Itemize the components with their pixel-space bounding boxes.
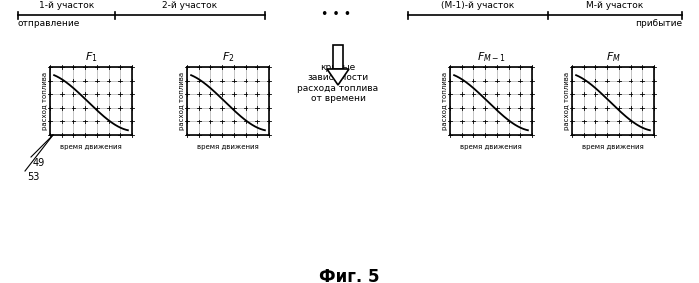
Text: $F_2$: $F_2$ xyxy=(222,50,234,64)
Text: М-й участок: М-й участок xyxy=(586,1,644,10)
Bar xyxy=(450,67,532,135)
Text: время движения: время движения xyxy=(197,144,259,150)
Text: $F_M$: $F_M$ xyxy=(605,50,621,64)
Text: $F_{M-1}$: $F_{M-1}$ xyxy=(477,50,505,64)
Text: 53: 53 xyxy=(27,172,39,182)
Text: $F_1$: $F_1$ xyxy=(85,50,97,64)
Text: время движения: время движения xyxy=(60,144,122,150)
Polygon shape xyxy=(327,69,349,85)
Text: расход топлива: расход топлива xyxy=(42,72,48,130)
Text: расход топлива: расход топлива xyxy=(179,72,185,130)
Text: 1-й участок: 1-й участок xyxy=(39,1,94,10)
Bar xyxy=(333,45,343,69)
Text: 2-й участок: 2-й участок xyxy=(162,1,217,10)
Text: 49: 49 xyxy=(33,158,45,168)
Bar xyxy=(50,67,132,135)
Text: расход топлива: расход топлива xyxy=(564,72,570,130)
Bar xyxy=(572,67,654,135)
Text: расход топлива: расход топлива xyxy=(442,72,448,130)
Text: Фиг. 5: Фиг. 5 xyxy=(319,268,380,283)
Text: (М-1)-й участок: (М-1)-й участок xyxy=(441,1,514,10)
Text: кривые
зависимости
расхода топлива
от времени: кривые зависимости расхода топлива от вр… xyxy=(298,63,379,103)
Text: • • •: • • • xyxy=(322,8,352,20)
Text: время движения: время движения xyxy=(460,144,522,150)
Text: отправление: отправление xyxy=(18,20,80,29)
Text: прибытие: прибытие xyxy=(635,20,682,29)
Bar xyxy=(187,67,269,135)
Text: время движения: время движения xyxy=(582,144,644,150)
